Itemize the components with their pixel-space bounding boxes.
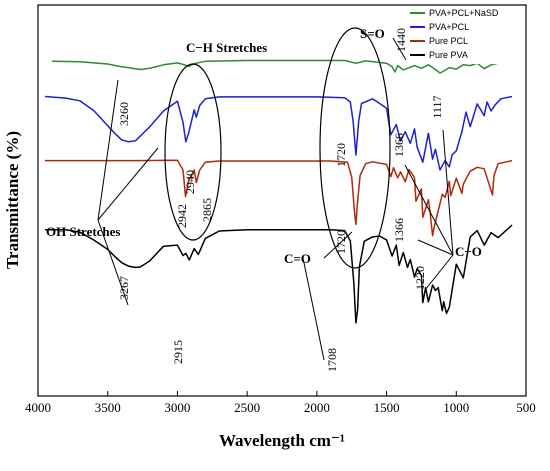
- peak-label-1366-pcl: 1366: [392, 218, 406, 242]
- x-tick-label: 4000: [25, 400, 51, 415]
- peak-label-3267: 3267: [117, 276, 131, 300]
- peak-label-2940: 2940: [183, 170, 197, 194]
- x-tick-label: 2500: [234, 400, 260, 415]
- y-axis-title: Transmittance (%): [3, 131, 22, 269]
- plot-frame: [37, 4, 527, 397]
- peak-label-1720-pcl: 1720: [334, 230, 348, 254]
- x-tick-label: 2000: [304, 400, 330, 415]
- x-tick-label: 1000: [443, 400, 469, 415]
- peak-label-2865: 2865: [200, 198, 214, 222]
- oh-stretches-label: OH Stretches: [46, 224, 121, 239]
- c-o-arrow-3: [424, 254, 454, 291]
- c-o-label: C−O: [455, 244, 482, 259]
- oh-arrow-3: [97, 219, 129, 306]
- x-axis-ticks: 4000 3500 3000 2500 2000 1500 1000 500: [25, 391, 536, 415]
- series-line-pva-pcl: [44, 95, 513, 171]
- x-tick-label: 1500: [374, 400, 400, 415]
- oh-arrow-1: [97, 79, 119, 221]
- series-line-pva-pcl-nasd: [51, 57, 513, 74]
- legend-label-pcl: Pure PCL: [429, 36, 468, 46]
- so-label: S=O: [360, 26, 385, 41]
- series-line-pure-pva: [45, 224, 513, 324]
- co-arrow-2: [302, 257, 325, 361]
- legend-label-nasd: PVA+PCL+NaSD: [429, 8, 499, 18]
- x-tick-label: 500: [516, 400, 536, 415]
- ch-stretches-label: C−H Stretches: [186, 40, 267, 55]
- peak-label-3260: 3260: [117, 102, 131, 126]
- peak-label-2942: 2942: [175, 204, 189, 228]
- c-o-arrow-2: [417, 239, 454, 256]
- legend-label-pva-pcl: PVA+PCL: [429, 22, 469, 32]
- peak-label-1720-pvapcl: 1720: [334, 143, 348, 167]
- carbonyl-ellipse: [319, 27, 391, 269]
- peak-label-1220: 1220: [413, 266, 427, 290]
- peak-label-1366-pvapcl: 1366: [392, 133, 406, 157]
- ch-stretch-ellipse: [164, 63, 222, 241]
- co-arrow-1: [323, 231, 353, 259]
- oh-arrow-2: [97, 147, 159, 221]
- so-arrow: [392, 37, 407, 61]
- peak-label-1708: 1708: [325, 348, 339, 372]
- x-axis-title: Wavelength cm⁻¹: [219, 431, 345, 450]
- annotation-arrows: [97, 37, 454, 361]
- peak-label-2915: 2915: [171, 340, 185, 364]
- x-tick-label: 3500: [95, 400, 121, 415]
- legend: PVA+PCL+NaSD PVA+PCL Pure PCL Pure PVA: [403, 6, 525, 64]
- peak-label-1440: 1440: [394, 28, 408, 52]
- series-line-pure-pcl: [45, 159, 513, 237]
- co-label: C=O: [284, 251, 311, 266]
- legend-label-pva: Pure PVA: [429, 50, 468, 60]
- c-o-arrow-4: [442, 129, 454, 256]
- c-o-arrow-1: [404, 164, 454, 256]
- x-tick-label: 3000: [164, 400, 190, 415]
- peak-label-1117: 1117: [430, 95, 444, 118]
- series-layer: [44, 57, 513, 324]
